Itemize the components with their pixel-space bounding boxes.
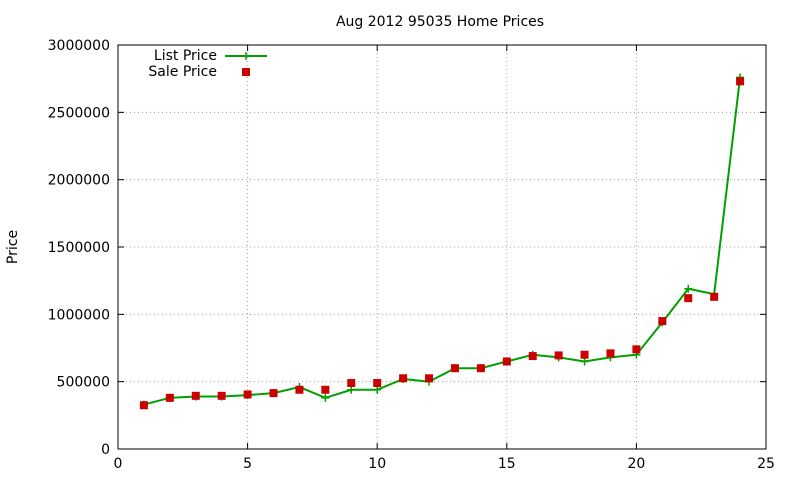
series-layer xyxy=(139,73,745,410)
sale-price-point xyxy=(217,391,226,400)
tick-labels-layer: 0 5 10 15 20 25 0 500000 1000000 1500000 2000000 25… xyxy=(48,38,775,472)
sale-price-point xyxy=(269,389,278,398)
list-price-point xyxy=(321,393,330,402)
sale-price-point xyxy=(684,294,693,303)
y-tick-label: 1000000 xyxy=(48,307,110,323)
y-tick-label: 500000 xyxy=(57,375,110,391)
grid-layer xyxy=(118,45,766,449)
sale-price-point xyxy=(450,364,459,373)
legend-label-list-price: List Price xyxy=(154,48,217,64)
sale-price-point xyxy=(373,379,382,388)
sale-price-point xyxy=(476,364,485,373)
list-price-line xyxy=(143,77,742,406)
y-tick-label: 2500000 xyxy=(48,105,110,121)
sale-price-point xyxy=(243,390,252,399)
legend-label-sale-price: Sale Price xyxy=(148,64,217,80)
sale-price-point xyxy=(139,401,148,410)
x-tick-label: 10 xyxy=(368,456,386,472)
x-tick-label: 0 xyxy=(114,456,123,472)
list-price-point xyxy=(684,284,693,293)
list-price-point xyxy=(347,385,356,394)
sale-price-point xyxy=(554,351,563,360)
sale-price-point xyxy=(658,317,667,326)
sale-price-point xyxy=(580,350,589,359)
axes-layer xyxy=(117,44,767,450)
sale-price-point xyxy=(347,379,356,388)
legend-sample-sale-price-marker xyxy=(242,68,250,76)
sale-price-point xyxy=(736,77,745,86)
x-tick-label: 5 xyxy=(243,456,252,472)
y-tick-label: 2000000 xyxy=(48,173,110,189)
sale-price-point xyxy=(165,393,174,402)
list-price-point xyxy=(580,357,589,366)
sale-price-point xyxy=(528,352,537,361)
y-tick-label: 3000000 xyxy=(48,38,110,54)
sale-price-point xyxy=(321,385,330,394)
x-tick-label: 25 xyxy=(757,456,775,472)
sale-price-point xyxy=(710,292,719,301)
y-tick-label: 1500000 xyxy=(48,240,110,256)
sale-price-point xyxy=(399,374,408,383)
legend-sample-list-price-marker xyxy=(242,52,250,60)
y-tick-label: 0 xyxy=(101,442,110,458)
chart-title: Aug 2012 95035 Home Prices xyxy=(336,14,544,30)
x-tick-label: 15 xyxy=(498,456,516,472)
list-price-point xyxy=(373,385,382,394)
sale-price-point xyxy=(425,374,434,383)
y-axis-label: Price xyxy=(5,230,21,264)
sale-price-point xyxy=(191,391,200,400)
sale-price-point xyxy=(606,349,615,358)
sale-price-point xyxy=(502,357,511,366)
sale-price-point xyxy=(295,385,304,394)
sale-price-point xyxy=(632,345,641,354)
x-tick-label: 20 xyxy=(627,456,645,472)
legend: List Price Sale Price xyxy=(148,48,267,80)
